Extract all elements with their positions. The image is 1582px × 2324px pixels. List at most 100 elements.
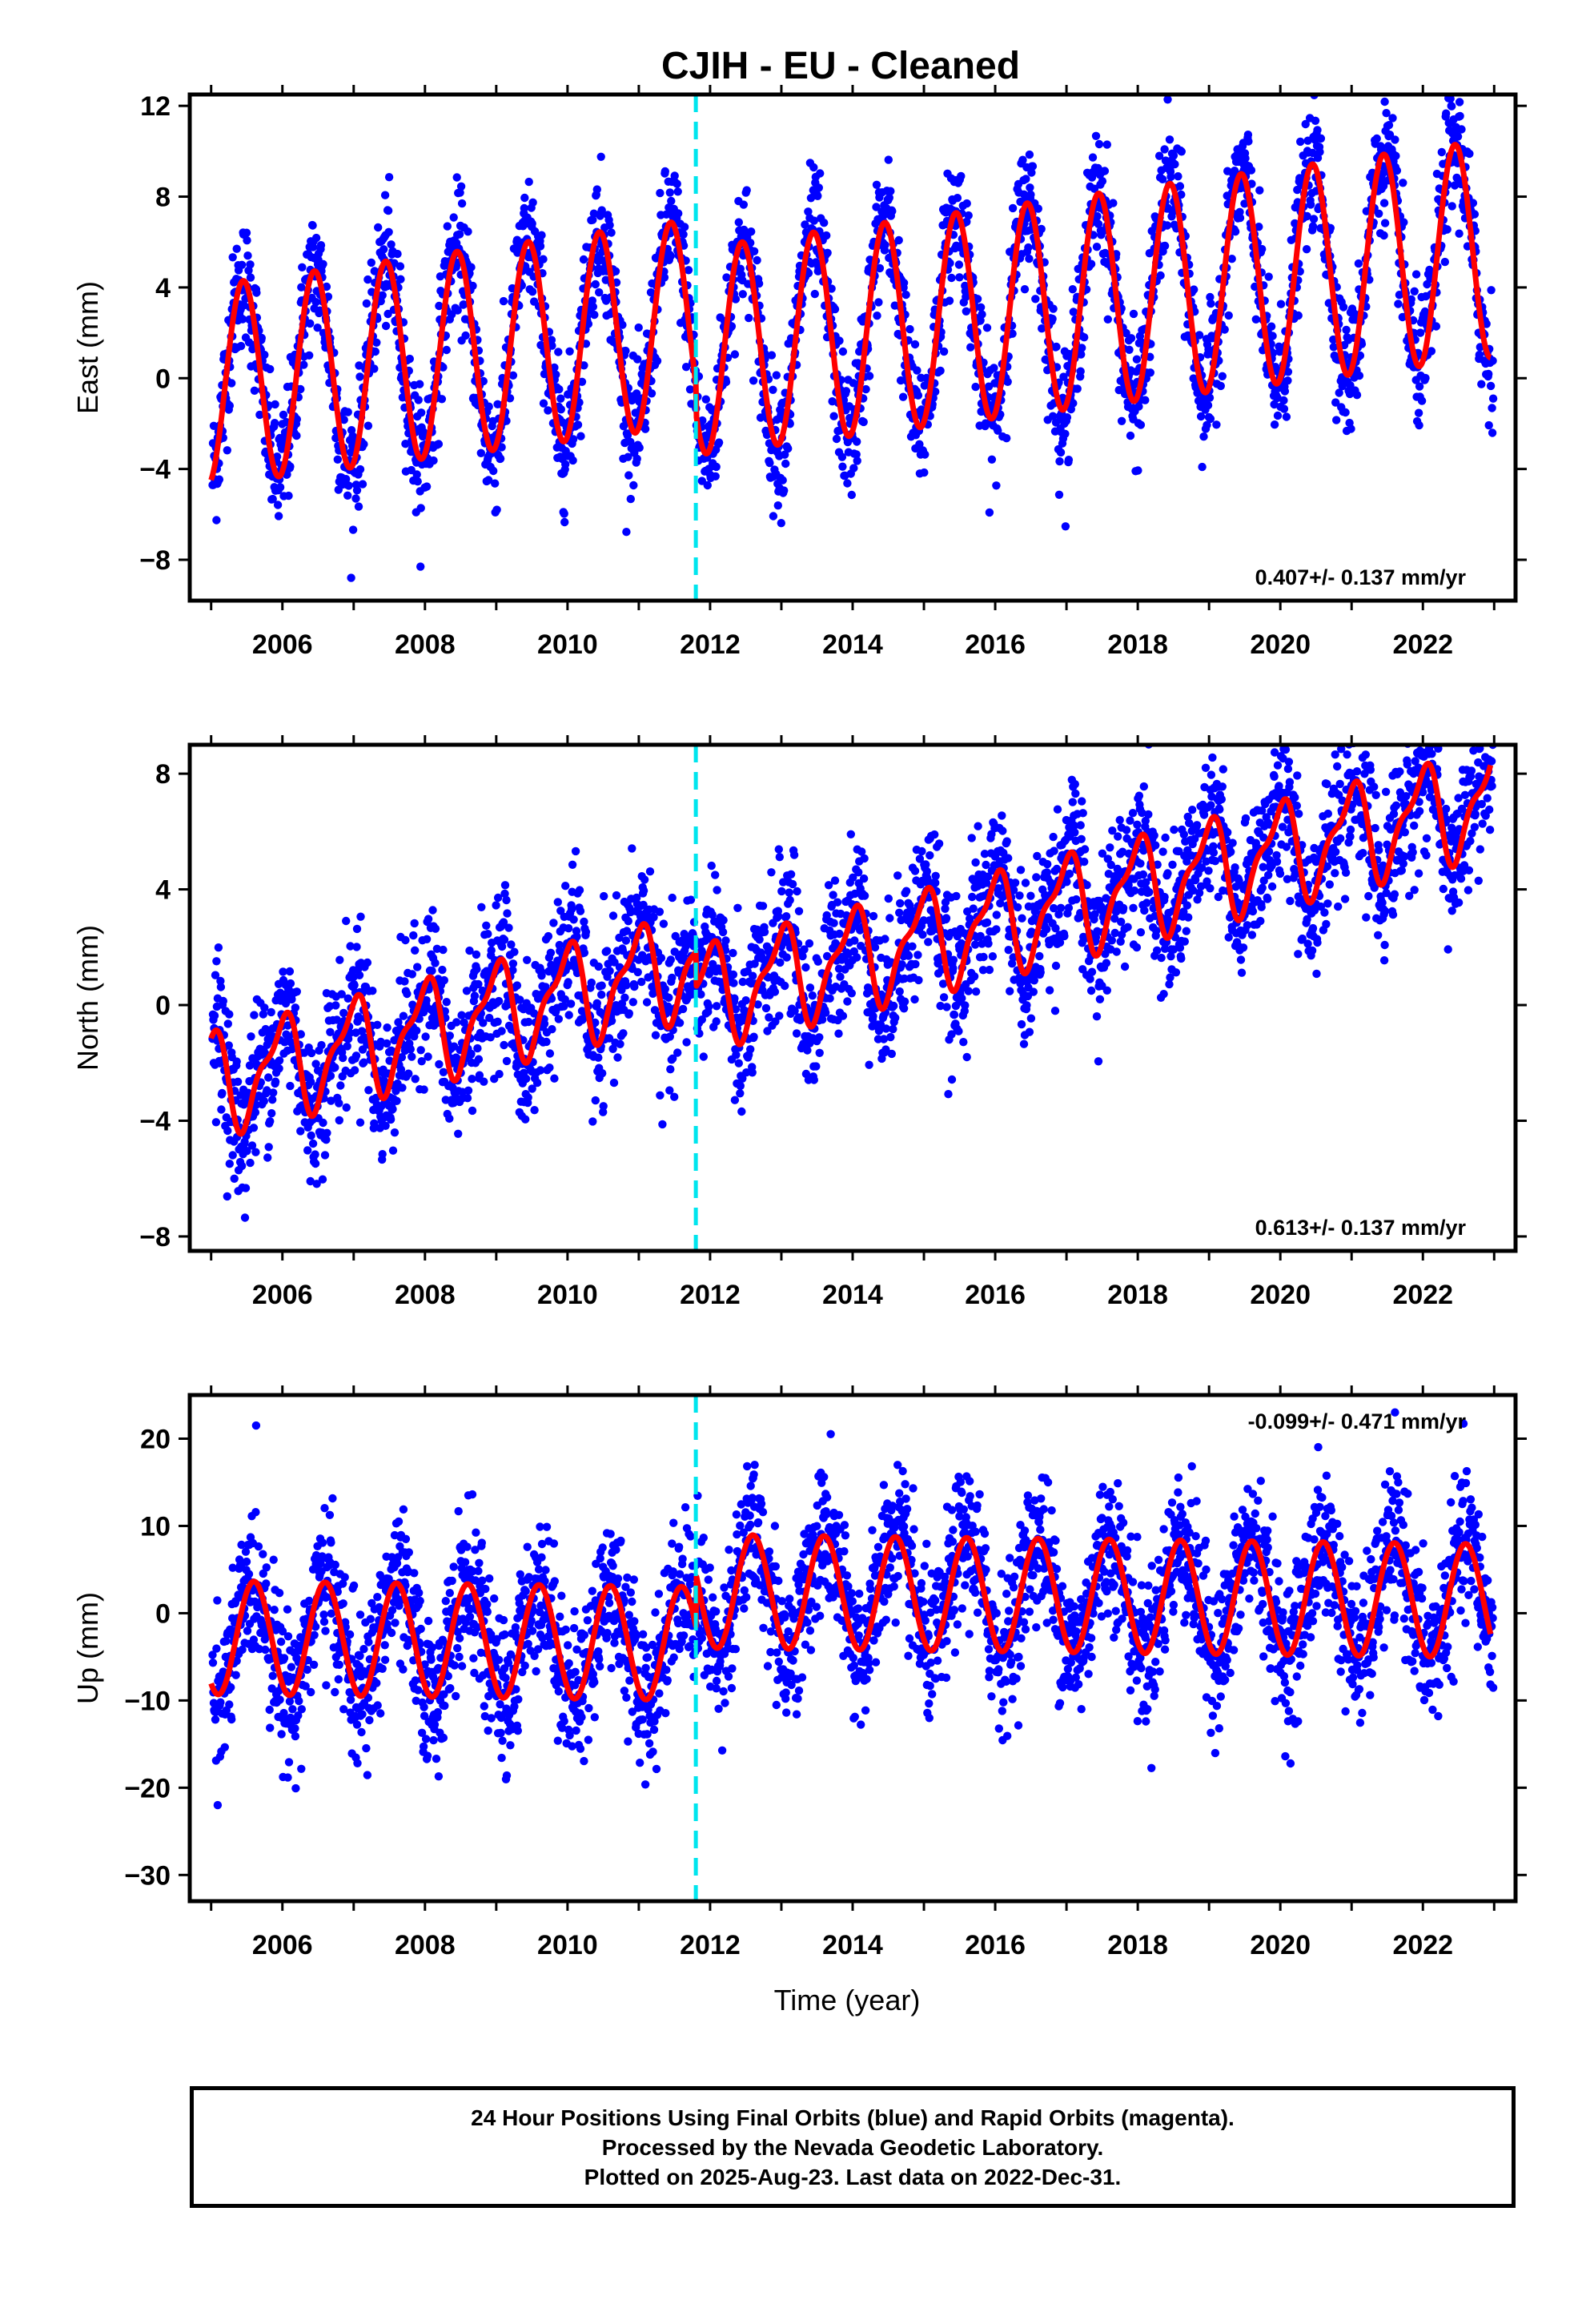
data-point (550, 1074, 559, 1083)
data-point (931, 387, 940, 396)
data-point (1484, 420, 1493, 430)
data-point (749, 971, 757, 980)
data-point (553, 898, 562, 907)
data-point (1160, 241, 1170, 251)
data-point (246, 273, 255, 282)
data-point (546, 948, 556, 958)
data-point (809, 163, 818, 172)
data-point (624, 471, 633, 480)
data-point (482, 921, 491, 931)
data-point (512, 981, 522, 990)
data-point (760, 927, 769, 937)
data-point (544, 406, 552, 415)
data-point (736, 1081, 745, 1091)
data-point (1146, 368, 1155, 377)
data-point (761, 1003, 771, 1013)
data-point (1141, 396, 1150, 404)
data-point (246, 1158, 255, 1168)
data-point (227, 379, 236, 388)
data-point (1166, 172, 1175, 181)
data-point (311, 1150, 319, 1159)
data-point (297, 283, 306, 292)
data-point (905, 324, 914, 334)
data-point (1421, 373, 1430, 383)
data-point (605, 220, 614, 230)
data-point (286, 979, 295, 988)
data-point (594, 1053, 603, 1062)
data-point (1415, 420, 1423, 430)
data-point (424, 1052, 432, 1061)
data-point (633, 355, 642, 364)
data-point (679, 230, 688, 239)
data-point (568, 435, 578, 444)
data-point (344, 481, 353, 490)
data-point (973, 295, 982, 304)
data-point (568, 860, 577, 870)
data-point (1417, 396, 1427, 405)
data-point (701, 395, 710, 404)
data-point (805, 939, 814, 948)
data-point (398, 1084, 407, 1092)
data-point (869, 1011, 877, 1021)
data-point (1391, 135, 1399, 144)
data-point (814, 183, 823, 192)
data-point (788, 879, 797, 889)
data-point (738, 290, 747, 299)
data-point (364, 1086, 373, 1095)
data-point (552, 370, 560, 379)
data-point (1175, 182, 1185, 191)
data-point (1302, 245, 1311, 254)
data-point (268, 494, 277, 504)
data-point (881, 240, 889, 250)
data-point (707, 861, 716, 870)
data-point (524, 1093, 532, 1102)
data-point (1003, 377, 1012, 386)
data-point (939, 347, 949, 356)
data-point (588, 215, 597, 224)
data-point (815, 169, 825, 178)
data-point (371, 347, 379, 356)
data-point (712, 1002, 721, 1011)
data-point (850, 936, 859, 945)
data-point (355, 1118, 365, 1127)
data-point (500, 881, 510, 890)
data-point (1455, 229, 1464, 238)
data-point (1392, 166, 1402, 175)
x-tick-label: 2006 (252, 629, 313, 660)
data-point (346, 448, 355, 457)
data-point (1379, 199, 1389, 207)
data-point (684, 266, 693, 275)
data-point (496, 454, 505, 463)
data-point (853, 953, 861, 962)
y-tick-label: 8 (155, 183, 171, 213)
data-point (1076, 367, 1085, 376)
data-point (656, 954, 666, 963)
data-point (1414, 408, 1423, 417)
data-point (445, 1114, 454, 1124)
data-point (347, 573, 355, 582)
data-point (747, 227, 756, 236)
data-point (626, 494, 635, 504)
data-point (1022, 175, 1030, 183)
data-point (833, 898, 842, 907)
data-point (528, 287, 537, 296)
data-point (521, 1115, 530, 1124)
data-point (886, 187, 895, 195)
data-point (667, 196, 676, 206)
data-point (843, 997, 852, 1006)
data-point (1399, 179, 1407, 187)
data-point (652, 356, 662, 365)
data-point (859, 874, 869, 883)
data-point (331, 1063, 339, 1072)
data-point (528, 198, 537, 207)
data-point (443, 222, 452, 231)
data-point (218, 1088, 227, 1098)
data-point (1352, 391, 1362, 400)
data-point (565, 347, 574, 356)
data-point (1048, 314, 1057, 324)
data-point (1305, 82, 1313, 90)
data-point (834, 1029, 843, 1038)
data-point (805, 983, 815, 992)
data-point (1375, 209, 1383, 218)
data-point (1453, 132, 1463, 141)
